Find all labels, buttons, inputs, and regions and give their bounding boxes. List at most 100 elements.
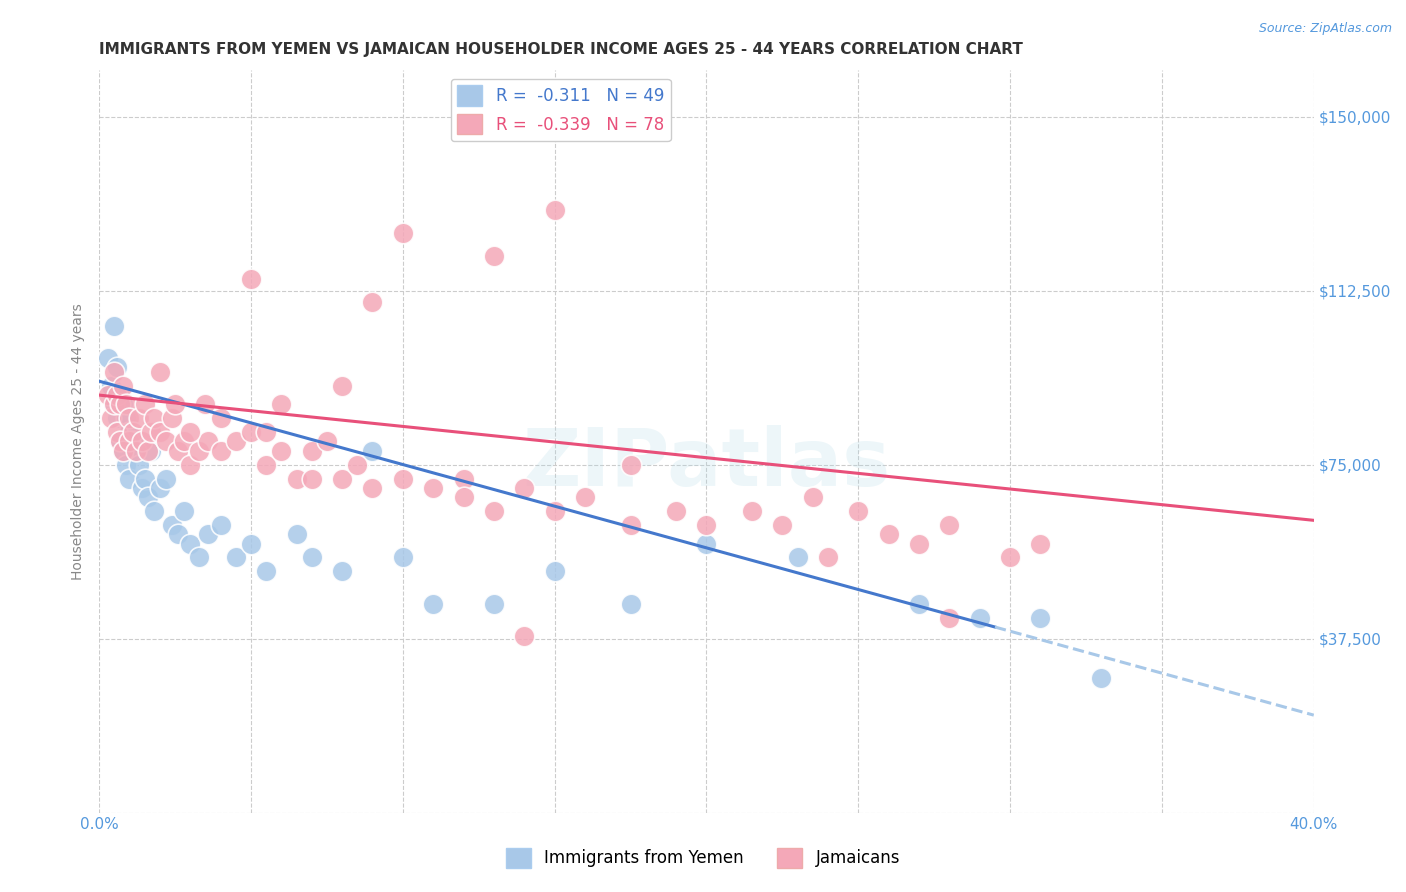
Point xyxy=(105,360,128,375)
Point xyxy=(136,443,159,458)
Point xyxy=(163,397,186,411)
Point xyxy=(100,411,122,425)
Point xyxy=(121,425,143,440)
Point xyxy=(110,388,132,402)
Point xyxy=(167,443,190,458)
Point xyxy=(301,443,323,458)
Point xyxy=(105,388,128,402)
Point xyxy=(103,397,125,411)
Point xyxy=(105,425,128,440)
Point xyxy=(846,504,869,518)
Point xyxy=(513,481,536,495)
Point xyxy=(330,472,353,486)
Point xyxy=(112,443,135,458)
Point xyxy=(453,472,475,486)
Point xyxy=(254,565,277,579)
Point xyxy=(998,550,1021,565)
Point xyxy=(124,443,146,458)
Point xyxy=(209,518,232,533)
Point xyxy=(179,458,201,472)
Point xyxy=(167,527,190,541)
Point xyxy=(619,458,641,472)
Point xyxy=(330,379,353,393)
Y-axis label: Householder Income Ages 25 - 44 years: Householder Income Ages 25 - 44 years xyxy=(72,303,86,580)
Point xyxy=(619,597,641,611)
Point xyxy=(112,443,135,458)
Point xyxy=(482,504,505,518)
Point xyxy=(134,472,156,486)
Point xyxy=(105,411,128,425)
Point xyxy=(97,388,120,402)
Point xyxy=(1029,611,1052,625)
Point xyxy=(801,490,824,504)
Point xyxy=(100,379,122,393)
Point xyxy=(239,272,262,286)
Point xyxy=(160,518,183,533)
Point xyxy=(179,536,201,550)
Point xyxy=(346,458,368,472)
Point xyxy=(209,443,232,458)
Point xyxy=(285,472,308,486)
Point xyxy=(225,550,247,565)
Point xyxy=(131,481,153,495)
Point xyxy=(188,443,211,458)
Point xyxy=(315,434,337,449)
Point xyxy=(695,518,717,533)
Point xyxy=(239,536,262,550)
Point xyxy=(391,550,413,565)
Legend: R =  -0.311   N = 49, R =  -0.339   N = 78: R = -0.311 N = 49, R = -0.339 N = 78 xyxy=(451,78,671,141)
Point xyxy=(115,397,138,411)
Point xyxy=(179,425,201,440)
Point xyxy=(270,443,292,458)
Point xyxy=(225,434,247,449)
Legend: Immigrants from Yemen, Jamaicans: Immigrants from Yemen, Jamaicans xyxy=(499,841,907,875)
Point xyxy=(877,527,900,541)
Point xyxy=(197,527,219,541)
Point xyxy=(139,443,162,458)
Text: Source: ZipAtlas.com: Source: ZipAtlas.com xyxy=(1258,22,1392,36)
Point xyxy=(128,458,150,472)
Point xyxy=(134,397,156,411)
Point xyxy=(361,295,384,310)
Point xyxy=(142,504,165,518)
Point xyxy=(786,550,808,565)
Point xyxy=(110,397,132,411)
Point xyxy=(1029,536,1052,550)
Point xyxy=(155,472,177,486)
Point xyxy=(330,565,353,579)
Point xyxy=(131,434,153,449)
Point xyxy=(422,597,444,611)
Point xyxy=(103,365,125,379)
Point xyxy=(361,443,384,458)
Point xyxy=(239,425,262,440)
Point xyxy=(817,550,839,565)
Point xyxy=(118,411,141,425)
Point xyxy=(209,411,232,425)
Point xyxy=(118,472,141,486)
Point xyxy=(301,472,323,486)
Point xyxy=(112,379,135,393)
Point xyxy=(118,425,141,440)
Point xyxy=(391,472,413,486)
Point xyxy=(173,504,195,518)
Point xyxy=(513,629,536,643)
Point xyxy=(938,611,960,625)
Point xyxy=(194,397,217,411)
Point xyxy=(1090,671,1112,685)
Point xyxy=(254,425,277,440)
Point xyxy=(665,504,688,518)
Point xyxy=(118,434,141,449)
Point xyxy=(270,397,292,411)
Point xyxy=(482,597,505,611)
Point xyxy=(301,550,323,565)
Point xyxy=(285,527,308,541)
Point xyxy=(938,518,960,533)
Point xyxy=(149,365,172,379)
Point xyxy=(197,434,219,449)
Point xyxy=(124,443,146,458)
Point xyxy=(453,490,475,504)
Point xyxy=(908,597,931,611)
Point xyxy=(574,490,596,504)
Point xyxy=(482,249,505,263)
Text: IMMIGRANTS FROM YEMEN VS JAMAICAN HOUSEHOLDER INCOME AGES 25 - 44 YEARS CORRELAT: IMMIGRANTS FROM YEMEN VS JAMAICAN HOUSEH… xyxy=(100,42,1024,57)
